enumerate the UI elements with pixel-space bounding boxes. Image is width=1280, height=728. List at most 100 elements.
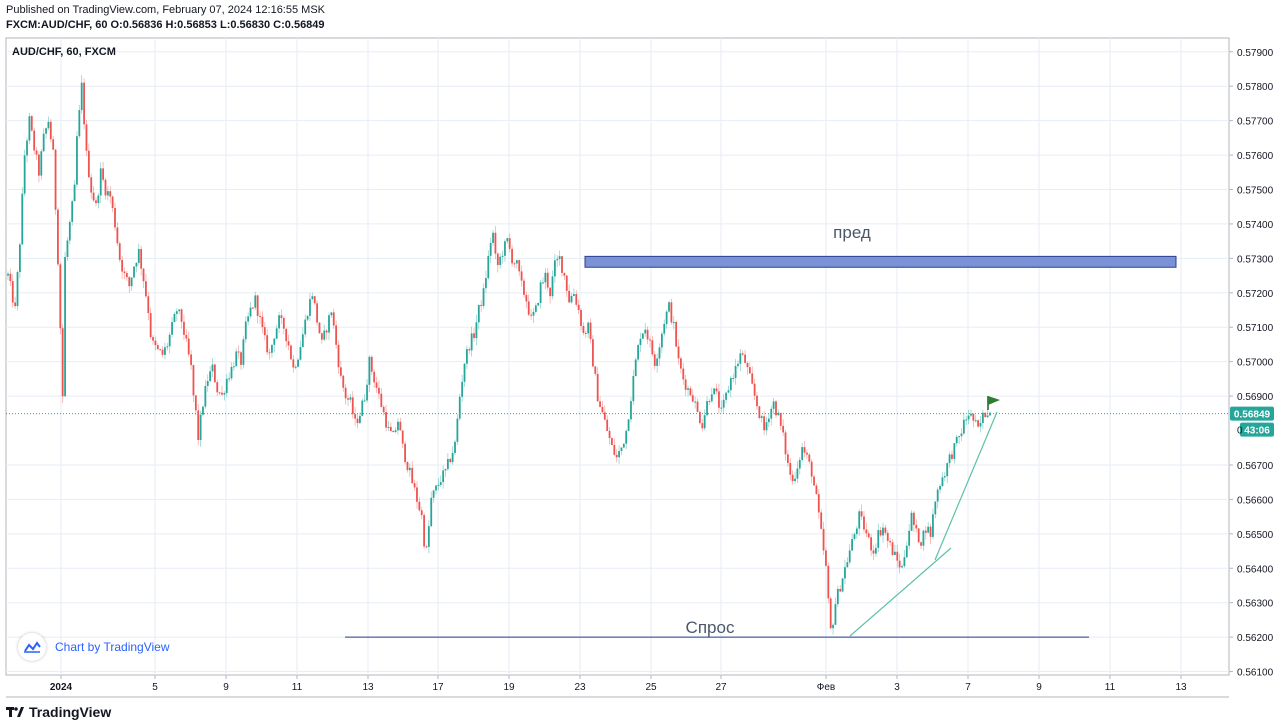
candle-body: [658, 347, 661, 359]
candle-body: [197, 410, 200, 440]
candle-body: [499, 256, 502, 265]
candle-body: [38, 154, 40, 176]
x-tick-label: 11: [292, 682, 303, 693]
candle-body: [87, 150, 90, 178]
candle-body: [732, 377, 735, 379]
candle-body: [772, 401, 775, 409]
candle-body: [618, 451, 620, 458]
candle-body: [589, 322, 592, 340]
candle-body: [187, 338, 190, 355]
candle-body: [962, 419, 965, 434]
candle-body: [473, 333, 475, 339]
candle-body: [955, 436, 958, 444]
countdown-badge: [1240, 422, 1274, 437]
candle-body: [261, 316, 264, 328]
candle-body: [651, 340, 654, 355]
candle-body: [292, 359, 295, 368]
candle-body: [808, 454, 811, 462]
candle-body: [601, 406, 604, 413]
candle-body: [328, 315, 330, 333]
candle-body: [855, 528, 858, 535]
candle-body: [28, 116, 31, 141]
candle-body: [9, 273, 12, 282]
candle-body: [737, 363, 739, 367]
candle-body: [18, 244, 21, 273]
candle-body: [844, 567, 846, 579]
candle-body: [244, 321, 247, 340]
candle-body: [249, 307, 252, 317]
candle-body: [83, 82, 85, 125]
candle-body: [801, 447, 804, 460]
support-line-label: Спрос: [686, 618, 735, 637]
candle-body: [173, 313, 176, 323]
candle-body: [791, 474, 794, 482]
tradingview-watermark[interactable]: Chart by TradingView: [18, 633, 170, 661]
candle-body: [109, 191, 112, 197]
candle-body: [449, 458, 452, 463]
candle-body: [813, 476, 815, 486]
candle-body: [656, 358, 659, 366]
y-tick-label: 0.57400: [1237, 220, 1274, 231]
candle-body: [392, 431, 395, 433]
candle-body: [668, 302, 670, 312]
candle-body: [901, 566, 903, 568]
candle-body: [204, 386, 207, 407]
candle-body: [299, 347, 302, 360]
published-header: Published on TradingView.com, February 0…: [6, 4, 325, 16]
candle-body: [746, 362, 749, 368]
candle-body: [254, 295, 257, 308]
candle-body: [380, 393, 383, 407]
candle-body: [523, 280, 525, 295]
candle-body: [775, 401, 777, 416]
candle-body: [273, 338, 276, 345]
candle-body: [59, 264, 62, 329]
candle-body: [546, 272, 549, 288]
candle-body: [722, 399, 725, 408]
candle-body: [297, 359, 299, 367]
candle-body: [689, 388, 692, 396]
candle-body: [26, 140, 28, 156]
resistance-zone-label: пред: [833, 223, 871, 242]
candle-body: [351, 397, 354, 415]
candle-body: [572, 294, 575, 296]
candle-body: [271, 344, 273, 353]
candle-body: [599, 401, 601, 407]
candle-body: [73, 184, 76, 202]
candle-body: [653, 354, 656, 366]
candle-body: [829, 598, 832, 629]
candle-body: [154, 340, 157, 346]
y-tick-label: 0.57500: [1237, 186, 1274, 197]
candle-body: [256, 295, 259, 316]
candle-body: [886, 532, 889, 541]
candle-body: [137, 248, 140, 263]
candle-body: [553, 260, 556, 277]
candle-body: [23, 155, 26, 194]
candle-body: [468, 349, 471, 351]
candle-body: [825, 550, 827, 566]
candle-body: [703, 415, 706, 429]
candle-body: [263, 327, 266, 336]
candle-body: [342, 375, 345, 388]
candle-body: [116, 227, 119, 244]
candle-body: [760, 416, 763, 419]
countdown-label: 43:06: [1244, 426, 1270, 437]
candle-body: [470, 333, 473, 351]
plot-frame: [5, 37, 1230, 676]
candle-body: [487, 255, 490, 279]
candle-body: [506, 238, 509, 242]
candle-body: [232, 366, 235, 368]
candle-body: [461, 381, 464, 397]
candle-body: [66, 240, 69, 258]
candle-body: [354, 414, 357, 419]
candle-body: [192, 365, 195, 396]
candle-body: [786, 454, 789, 463]
candle-body: [882, 527, 884, 536]
candle-body: [558, 256, 561, 260]
candle-body: [549, 287, 552, 297]
candle-body: [49, 121, 52, 140]
candle-body: [699, 411, 701, 424]
candle-body: [544, 272, 547, 283]
y-tick-label: 0.56400: [1237, 564, 1274, 575]
candle-body: [734, 366, 737, 378]
